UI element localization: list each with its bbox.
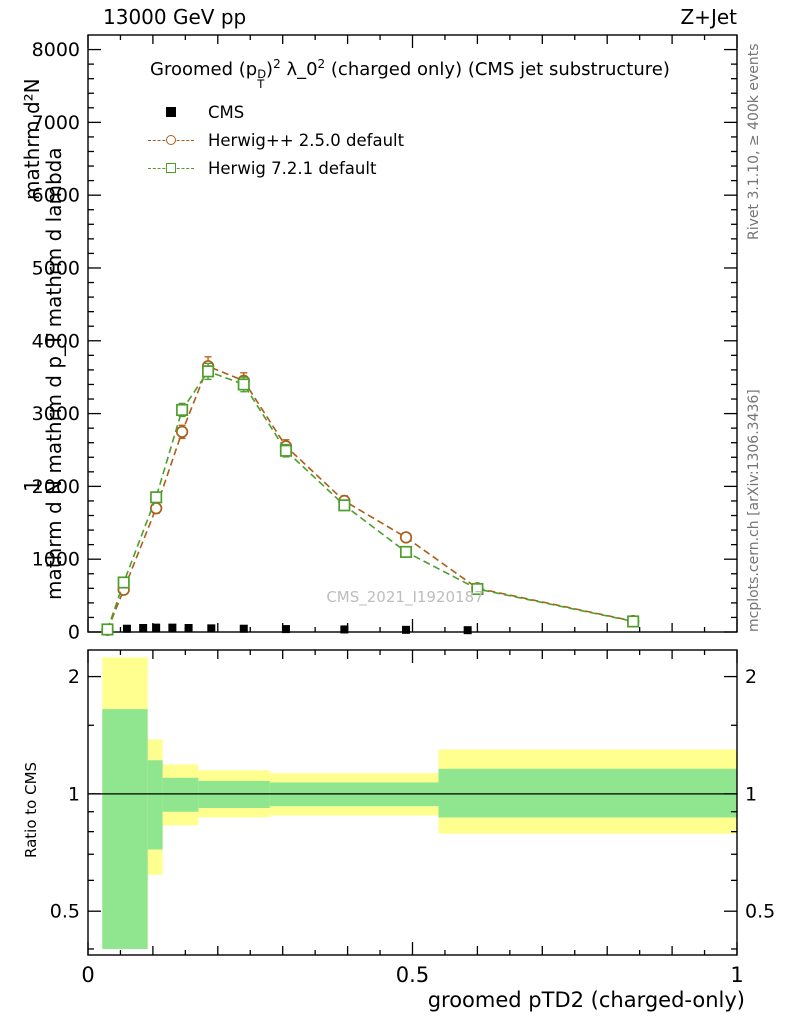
svg-text:8000: 8000 xyxy=(32,39,80,61)
svg-text:1: 1 xyxy=(730,963,743,987)
data-point xyxy=(281,625,290,634)
cms-marker-sample xyxy=(148,104,194,120)
data-point xyxy=(101,623,114,636)
y-axis-label-outer: mathrm d²N xyxy=(20,78,44,200)
svg-text:0.5: 0.5 xyxy=(745,901,775,923)
green-band xyxy=(102,709,148,949)
data-point xyxy=(122,624,131,633)
data-point xyxy=(279,444,292,457)
data-point xyxy=(338,499,351,512)
legend-label-cms: CMS xyxy=(208,102,245,122)
data-point xyxy=(150,491,163,504)
data-point xyxy=(152,623,161,632)
y-axis-label-inner: mathrm d N mathrm d p_T mathrm d lambda xyxy=(42,147,66,600)
svg-text:0.5: 0.5 xyxy=(396,963,429,987)
axis-tick-labels: 0 1000 2000 3000 4000 5000 6000 7000 8000 0 0.5 1 0.… xyxy=(32,39,776,987)
legend-item-herwig7: Herwig 7.2.1 default xyxy=(148,158,404,178)
svg-text:1: 1 xyxy=(745,783,757,805)
ratio-uncertainty-bands xyxy=(102,657,737,949)
svg-text:1: 1 xyxy=(68,783,80,805)
herwigpp-marker-sample xyxy=(148,132,194,148)
data-point xyxy=(202,365,215,378)
legend-item-cms: CMS xyxy=(148,102,404,122)
y-axis-label-one: 1 xyxy=(20,479,44,492)
svg-text:2: 2 xyxy=(745,666,757,688)
data-point xyxy=(168,623,177,632)
svg-text:4000: 4000 xyxy=(32,330,80,352)
open-square-icon xyxy=(166,163,176,173)
series-herwig-7-2-1-default xyxy=(101,362,640,636)
data-point xyxy=(239,624,248,633)
green-band xyxy=(438,768,737,818)
data-point xyxy=(402,625,411,634)
beam-energy-label: 13000 GeV pp xyxy=(103,5,247,29)
mcplots-credit-label: mcplots.cern.ch [arXiv:1306.3436] xyxy=(746,389,762,632)
data-point xyxy=(471,582,484,596)
svg-text:0.5: 0.5 xyxy=(50,901,80,923)
ratio-y-axis-label: Ratio to CMS xyxy=(22,761,40,858)
rivet-version-label: Rivet 3.1.10, ≥ 400k events xyxy=(746,43,762,240)
data-point xyxy=(399,531,413,544)
legend: CMS Herwig++ 2.5.0 default Herwig 7.2.1 … xyxy=(148,102,405,178)
data-point xyxy=(463,626,472,635)
svg-text:2: 2 xyxy=(68,666,80,688)
svg-text:6000: 6000 xyxy=(32,185,80,207)
x-axis-title: groomed pTD2 (charged-only) xyxy=(427,988,745,1012)
analysis-id-watermark: CMS_2021_I1920187 xyxy=(326,588,484,606)
svg-text:3000: 3000 xyxy=(32,403,80,425)
data-point xyxy=(237,378,250,391)
open-circle-icon xyxy=(166,135,176,145)
legend-label-herwig7: Herwig 7.2.1 default xyxy=(208,158,377,178)
green-band xyxy=(162,777,199,812)
svg-text:5000: 5000 xyxy=(32,257,80,279)
legend-item-herwigpp: Herwig++ 2.5.0 default xyxy=(148,130,405,150)
data-point xyxy=(139,623,148,632)
svg-text:2000: 2000 xyxy=(32,476,80,498)
herwig7-marker-sample xyxy=(148,160,194,176)
process-label: Z+Jet xyxy=(680,5,737,29)
svg-text:1000: 1000 xyxy=(32,549,80,571)
svg-text:7000: 7000 xyxy=(32,112,80,134)
filled-square-icon xyxy=(166,107,176,117)
legend-label-herwigpp: Herwig++ 2.5.0 default xyxy=(208,130,405,150)
data-point xyxy=(627,615,640,628)
title-text: Groomed (p xyxy=(150,59,258,80)
plot-title: Groomed (p D T)2 λ_02 (charged only) (CMS … xyxy=(150,57,670,91)
data-point xyxy=(149,502,163,515)
series-line xyxy=(106,370,634,630)
data-point xyxy=(175,425,189,438)
data-point xyxy=(176,403,189,416)
data-point xyxy=(399,545,413,558)
svg-text:0: 0 xyxy=(81,963,94,987)
axis-ticks xyxy=(87,35,738,955)
data-point xyxy=(207,624,216,633)
green-band xyxy=(147,760,163,850)
data-point xyxy=(340,625,349,634)
data-point xyxy=(117,576,130,589)
data-point xyxy=(184,623,193,632)
svg-text:0: 0 xyxy=(68,622,80,644)
